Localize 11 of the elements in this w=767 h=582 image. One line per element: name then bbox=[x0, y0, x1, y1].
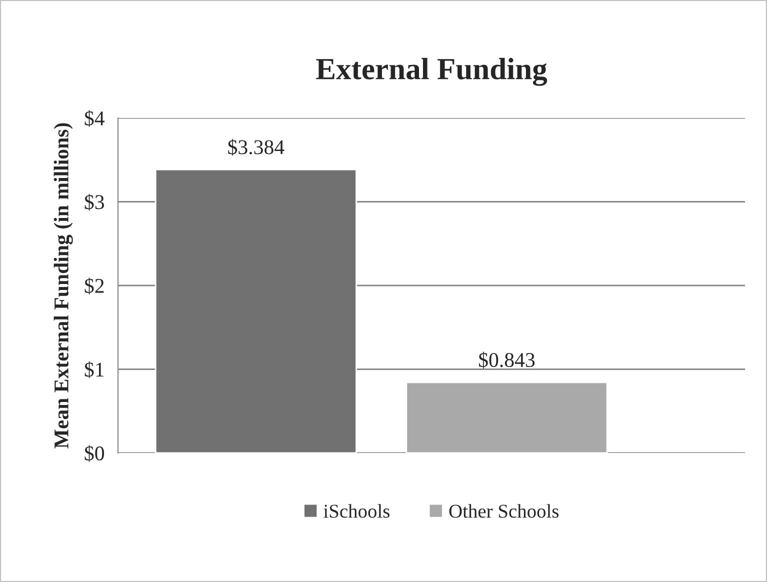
legend-label: Other Schools bbox=[449, 504, 559, 518]
chart-title: External Funding bbox=[316, 58, 548, 86]
y-tick-label: $3 bbox=[84, 194, 104, 211]
y-tick-label: $1 bbox=[84, 361, 104, 378]
y-axis-title: Mean External Funding (in millions) bbox=[54, 123, 73, 448]
y-tick-label: $2 bbox=[84, 278, 104, 294]
y-tick-label: $0 bbox=[84, 445, 104, 462]
y-tick-label: $4 bbox=[84, 110, 104, 127]
data-label: $0.843 bbox=[478, 352, 535, 368]
legend-label: iSchools bbox=[324, 504, 390, 518]
data-label: $3.384 bbox=[228, 138, 284, 156]
